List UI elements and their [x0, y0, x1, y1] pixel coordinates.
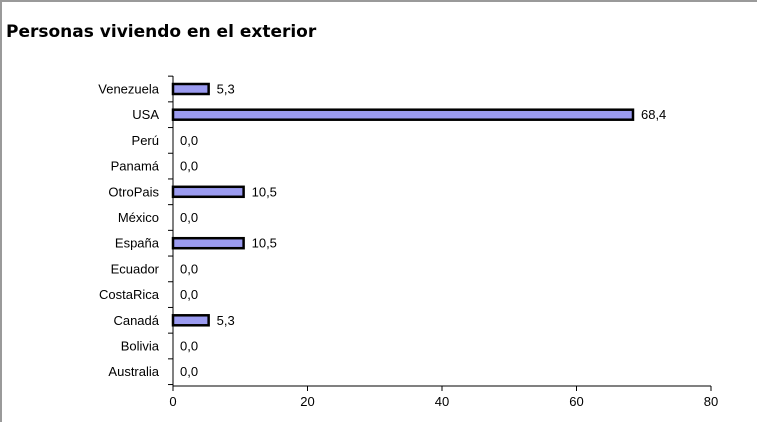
value-label: 5,3	[217, 313, 235, 328]
chart-axes	[168, 75, 712, 391]
x-tick-label: 0	[169, 394, 176, 409]
category-label: México	[118, 210, 159, 225]
bar	[171, 82, 210, 96]
bar	[171, 314, 210, 327]
bar	[171, 185, 245, 199]
bar	[171, 108, 635, 121]
value-label: 5,3	[217, 82, 235, 97]
chart-bars	[171, 82, 635, 327]
value-label: 0,0	[180, 287, 198, 302]
value-label: 0,0	[180, 133, 198, 148]
value-label: 0,0	[180, 364, 198, 379]
category-label: USA	[132, 107, 159, 122]
category-label: OtroPais	[108, 184, 159, 199]
value-label: 0,0	[180, 261, 198, 276]
value-label: 10,5	[252, 184, 277, 199]
category-label: CostaRica	[99, 287, 160, 302]
bar	[171, 236, 245, 250]
category-label: Australia	[108, 364, 159, 379]
chart-title: Personas viviendo en el exterior	[6, 22, 317, 42]
x-tick-label: 20	[300, 394, 314, 409]
category-label: Venezuela	[98, 82, 159, 97]
x-tick-label: 80	[704, 394, 718, 409]
category-label: Ecuador	[111, 261, 160, 276]
category-label: Panamá	[111, 159, 160, 174]
x-tick-label: 40	[435, 394, 449, 409]
value-label: 0,0	[180, 210, 198, 225]
category-label: España	[115, 236, 160, 251]
category-label: Bolivia	[121, 339, 160, 354]
category-label: Canadá	[113, 313, 159, 328]
value-label: 0,0	[180, 159, 198, 174]
chart-labels: 0 20 40 60 80 Venezuela 5,3 USA 68,4 Perú 0,0 Panam…	[98, 82, 718, 410]
category-label: Perú	[132, 133, 159, 148]
value-label: 68,4	[641, 107, 666, 122]
x-tick-label: 60	[569, 394, 583, 409]
value-label: 10,5	[252, 236, 277, 251]
value-label: 0,0	[180, 339, 198, 354]
